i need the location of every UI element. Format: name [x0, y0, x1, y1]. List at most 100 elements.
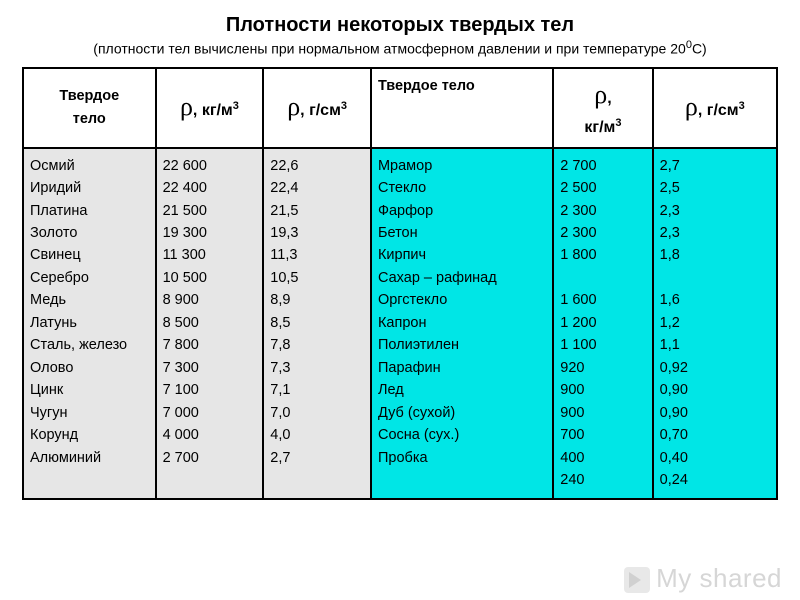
left-kgm3-cell: 22 60022 40021 50019 30011 30010 5008 90… [156, 148, 264, 499]
list-item: 7 300 [163, 357, 257, 379]
sup3: 3 [341, 101, 347, 113]
list-item: Цинк [30, 379, 149, 401]
list-item: Олово [30, 357, 149, 379]
list-item: Сталь, железо [30, 334, 149, 356]
list-item: 2 500 [560, 177, 645, 199]
list-item: Мрамор [378, 155, 546, 177]
page-subtitle: (плотности тел вычислены при нормальном … [22, 39, 778, 57]
list-item: Пробка [378, 447, 546, 469]
list-item: Оргстекло [378, 289, 546, 311]
header-left-name: Твердое тело [23, 68, 156, 148]
list-item: 1,1 [660, 334, 770, 356]
header-left-name-2: тело [30, 108, 149, 130]
header-row: Твердое тело ρ, кг/м3 ρ, г/см3 Твердое т… [23, 68, 777, 148]
list-item: 1 100 [560, 334, 645, 356]
watermark-logo-icon [624, 567, 650, 593]
list-item: 4 000 [163, 424, 257, 446]
list-item: Корунд [30, 424, 149, 446]
rho-symbol: ρ [685, 92, 698, 121]
list-item: 7,3 [270, 357, 364, 379]
page-title: Плотности некоторых твердых тел [22, 14, 778, 37]
list-item: Иридий [30, 177, 149, 199]
data-row: ОсмийИридийПлатинаЗолотоСвинецСереброМед… [23, 148, 777, 499]
list-item: 1,2 [660, 312, 770, 334]
list-item [560, 267, 645, 289]
list-item: 0,90 [660, 402, 770, 424]
list-item: 8,5 [270, 312, 364, 334]
unit-gcm3: г/см [707, 102, 739, 119]
list-item: Бетон [378, 222, 546, 244]
list-item: 22 400 [163, 177, 257, 199]
list-item: 0,70 [660, 424, 770, 446]
list-item: Сахар – рафинад [378, 267, 546, 289]
list-item: 400 [560, 447, 645, 469]
list-item: 2 700 [560, 155, 645, 177]
watermark: My shared [624, 563, 782, 594]
unit-kgm3: кг/м [584, 119, 615, 136]
header-left-gcm3: ρ, г/см3 [263, 68, 371, 148]
list-item: 0,24 [660, 469, 770, 491]
list-item: Медь [30, 289, 149, 311]
list-item: 11 300 [163, 244, 257, 266]
list-item: 19 300 [163, 222, 257, 244]
right-gcm3-cell: 2,72,52,32,31,8 1,61,21,10,920,900,900,7… [653, 148, 777, 499]
list-item: 22 600 [163, 155, 257, 177]
list-item: Кирпич [378, 244, 546, 266]
header-right-kgm3: ρ,кг/м3 [553, 68, 652, 148]
density-table: Твердое тело ρ, кг/м3 ρ, г/см3 Твердое т… [22, 67, 778, 500]
list-item: 8 500 [163, 312, 257, 334]
list-item: 7,8 [270, 334, 364, 356]
list-item: Капрон [378, 312, 546, 334]
sup3: 3 [615, 117, 621, 129]
list-item: Фарфор [378, 200, 546, 222]
list-item: 7,0 [270, 402, 364, 424]
header-left-kgm3: ρ, кг/м3 [156, 68, 264, 148]
list-item: Свинец [30, 244, 149, 266]
list-item: Парафин [378, 357, 546, 379]
sup3: 3 [739, 101, 745, 113]
subtitle-suffix: С) [692, 41, 707, 57]
list-item: 1 600 [560, 289, 645, 311]
list-item: Стекло [378, 177, 546, 199]
right-names-cell: МраморСтеклоФарфорБетонКирпичСахар – раф… [371, 148, 553, 499]
list-item: Латунь [30, 312, 149, 334]
list-item: 2,5 [660, 177, 770, 199]
list-item: 7 100 [163, 379, 257, 401]
list-item: 2,7 [270, 447, 364, 469]
subtitle-prefix: (плотности тел вычислены при нормальном … [93, 41, 686, 57]
unit-kgm3: кг/м [202, 102, 233, 119]
list-item: 2 700 [163, 447, 257, 469]
list-item: 11,3 [270, 244, 364, 266]
header-right-gcm3: ρ, г/см3 [653, 68, 777, 148]
list-item: 1 800 [560, 244, 645, 266]
left-gcm3-cell: 22,622,421,519,311,310,58,98,57,87,37,17… [263, 148, 371, 499]
header-right-name-text: Твердое тело [378, 75, 546, 97]
list-item: 900 [560, 379, 645, 401]
list-item: Полиэтилен [378, 334, 546, 356]
list-item: 1,6 [660, 289, 770, 311]
list-item: Осмий [30, 155, 149, 177]
header-right-name: Твердое тело [371, 68, 553, 148]
header-left-name-1: Твердое [30, 85, 149, 107]
list-item: Алюминий [30, 447, 149, 469]
list-item: 2,7 [660, 155, 770, 177]
left-names-cell: ОсмийИридийПлатинаЗолотоСвинецСереброМед… [23, 148, 156, 499]
list-item: 2,3 [660, 222, 770, 244]
list-item: 2,3 [660, 200, 770, 222]
list-item: Чугун [30, 402, 149, 424]
list-item: 21,5 [270, 200, 364, 222]
list-item: 8,9 [270, 289, 364, 311]
list-item: 7 000 [163, 402, 257, 424]
list-item: 7,1 [270, 379, 364, 401]
list-item: 920 [560, 357, 645, 379]
rho-symbol: ρ [287, 92, 300, 121]
list-item: 0,90 [660, 379, 770, 401]
list-item: 10,5 [270, 267, 364, 289]
list-item: 900 [560, 402, 645, 424]
list-item: 22,4 [270, 177, 364, 199]
list-item: 1 200 [560, 312, 645, 334]
list-item: 2 300 [560, 222, 645, 244]
list-item [660, 267, 770, 289]
rho-symbol: ρ [180, 92, 193, 121]
list-item: 22,6 [270, 155, 364, 177]
